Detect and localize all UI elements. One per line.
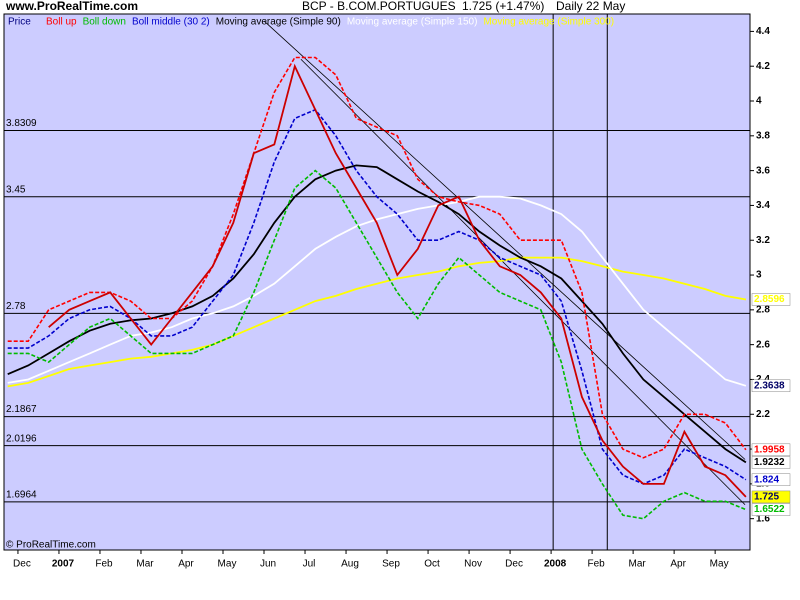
x-tick-label: Sep [382,559,400,570]
x-tick-label: Dec [13,559,31,570]
series-line [7,169,747,520]
y-tick-label: 2.8 [756,304,770,315]
y-tick-label: 3.6 [756,165,770,176]
last-value-label: 1.9232 [754,457,785,468]
legend-label: Moving average (Simple 90) [216,17,341,28]
reference-label: 1.6964 [6,490,37,501]
trend-line [300,58,746,506]
reference-label: 2.78 [6,301,26,312]
x-tick-label: Feb [587,559,605,570]
last-value-box [751,456,791,469]
y-tick-label: 3 [756,270,762,281]
y-tick-label: 2.2 [756,409,770,420]
reference-label: 2.1867 [6,404,37,415]
plot-area [3,13,751,551]
last-value-label: 1.725 [754,492,779,503]
legend-label: Moving average (Simple 300) [483,17,614,28]
x-tick-label: Oct [424,559,440,570]
legend-label: Boll middle (30 2) [132,17,210,28]
y-tick-label: 4.2 [756,61,770,72]
y-tick-label: 1.6 [756,513,770,524]
x-tick-label: Nov [464,559,482,570]
footer: © ProRealTime.com [6,540,96,551]
x-tick-label: Jun [260,559,276,570]
x-tick-label: Mar [136,559,154,570]
last-value-box [751,443,791,457]
last-value-box [751,293,791,306]
quote: 1.725 (+1.47%) [462,0,544,13]
x-tick-label: Dec [505,559,523,570]
legend-label: Boll down [83,17,126,28]
x-tick-label: Mar [628,559,646,570]
last-value-box [751,473,791,486]
x-tick-label: Aug [341,559,359,570]
series-line [7,256,747,388]
y-tick-label: 4.4 [756,26,770,37]
last-value-box [751,379,791,393]
x-tick-label: 2007 [52,559,75,570]
x-tick-label: Jul [303,559,316,570]
last-value-label: 1.6522 [754,504,785,515]
x-tick-label: 2008 [544,559,567,570]
y-tick-label: 3.2 [756,235,770,246]
y-tick-label: 3.4 [756,200,770,211]
series-line [48,63,747,498]
last-value-label: 1.824 [754,474,779,485]
last-value-label: 1.9958 [754,444,785,455]
x-tick-label: Feb [95,559,113,570]
reference-label: 2.0196 [6,433,37,444]
last-value-box [751,490,791,504]
x-tick-label: Apr [670,559,686,570]
x-tick-label: May [710,559,729,570]
series-line [7,164,747,464]
chart-title: BCP - B.COM.PORTUGUES [302,0,456,13]
series-line [7,56,747,459]
legend-label: Moving average (Simple 150) [347,17,478,28]
y-tick-label: 3.8 [756,130,770,141]
reference-label: 3.45 [6,184,26,195]
period: Daily 22 May [556,0,625,13]
x-tick-label: May [218,559,237,570]
x-tick-label: Apr [178,559,194,570]
legend-label: Price [8,17,31,28]
legend-label: Boll up [46,17,77,28]
y-tick-label: 2.6 [756,339,770,350]
reference-label: 3.8309 [6,118,37,129]
last-value-label: 2.3638 [754,380,785,391]
last-value-box [751,503,791,516]
last-value-label: 2.8596 [754,294,785,305]
y-tick-label: 4 [756,96,762,107]
site-name: www.ProRealTime.com [5,0,138,13]
